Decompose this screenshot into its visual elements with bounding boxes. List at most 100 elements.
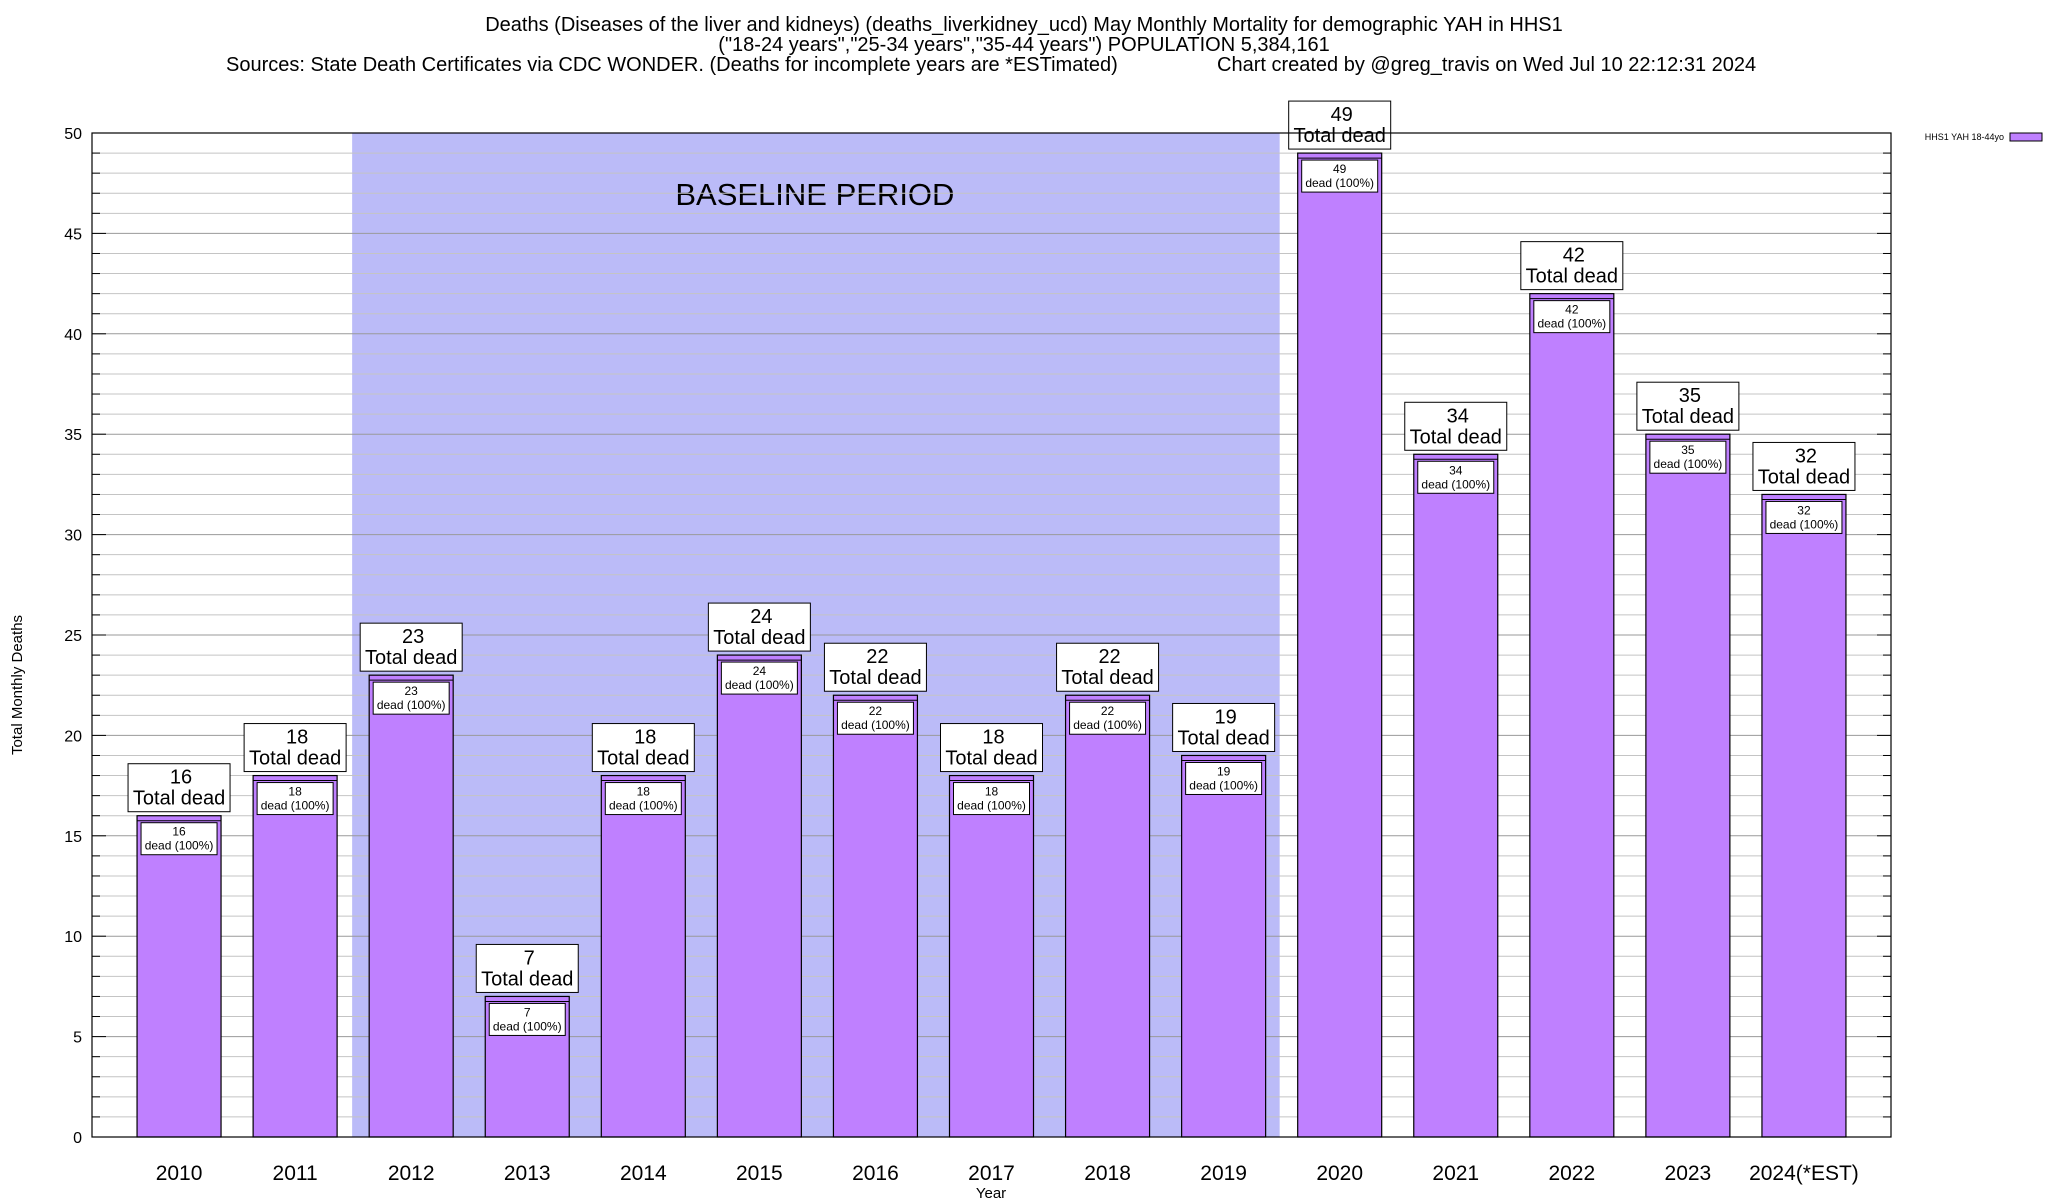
- bar-inner-percent: dead (100%): [1073, 718, 1142, 732]
- bar-inner-percent: dead (100%): [957, 799, 1026, 813]
- bar-inner-label-box: [256, 782, 334, 816]
- bar-inner-percent: dead (100%): [609, 799, 678, 813]
- y-axis-label: Total Monthly Deaths: [9, 615, 26, 755]
- bar: [1181, 754, 1267, 1138]
- bar-inner-label-box: [1301, 159, 1379, 193]
- x-tick-label: 2017: [968, 1162, 1015, 1185]
- bar: [716, 654, 802, 1138]
- bar-inner-percent: dead (100%): [841, 718, 910, 732]
- bar: [136, 815, 222, 1138]
- bar-total-label-box: [1636, 381, 1740, 431]
- x-tick-label: 2011: [273, 1162, 318, 1185]
- bar: [1413, 453, 1499, 1138]
- bar-total-value: 7: [524, 947, 535, 969]
- bar-inner-label-box: [604, 782, 682, 816]
- y-tick-label: 20: [64, 728, 82, 745]
- x-tick-label: 2023: [1665, 1162, 1712, 1185]
- chart-credit-note: Chart created by @greg_travis on Wed Jul…: [1217, 54, 1757, 76]
- bar-inner-value: 19: [1217, 764, 1231, 778]
- x-tick-label: 2013: [504, 1162, 551, 1185]
- bar-total-value: 34: [1447, 405, 1469, 427]
- x-tick-label: 2010: [156, 1162, 203, 1185]
- bar: [832, 694, 919, 1138]
- bar-inner-value: 22: [1101, 704, 1115, 718]
- bar-total-caption: Total dead: [365, 647, 457, 669]
- bar-total-caption: Total dead: [829, 667, 921, 689]
- bar-inner-value: 22: [869, 704, 883, 718]
- bar: [1645, 433, 1731, 1138]
- bar: [1064, 694, 1151, 1138]
- bar-inner-value: 32: [1797, 503, 1811, 517]
- bar-total-value: 18: [982, 727, 1004, 749]
- bar-total-label-box: [591, 723, 695, 773]
- bar-total-caption: Total dead: [481, 968, 573, 990]
- x-tick-label: 2012: [388, 1162, 435, 1185]
- bar: [600, 774, 686, 1138]
- x-tick-label: 2016: [852, 1162, 899, 1185]
- x-tick-label: 2015: [736, 1162, 783, 1185]
- y-tick-label: 10: [64, 929, 82, 946]
- bar-inner-label-box: [1649, 440, 1727, 474]
- bar-total-caption: Total dead: [249, 748, 341, 770]
- bar-total-label-box: [243, 723, 347, 773]
- bar-inner-value: 18: [985, 785, 999, 799]
- bar-inner-percent: dead (100%): [377, 698, 446, 712]
- legend-entry-label: HHS1 YAH 18-44yo: [1925, 132, 2004, 142]
- bar-inner-value: 49: [1333, 162, 1347, 176]
- bar-total-value: 42: [1563, 245, 1585, 267]
- bar-inner-label-box: [836, 701, 914, 735]
- bar-total-label-box: [1172, 702, 1276, 752]
- bar-total-label-box: [1520, 241, 1624, 291]
- bar-total-caption: Total dead: [1642, 406, 1734, 428]
- bar-total-caption: Total dead: [597, 748, 689, 770]
- bar-inner-percent: dead (100%): [725, 678, 794, 692]
- x-tick-label: 2018: [1084, 1162, 1131, 1185]
- x-axis: 2010 2011 2012 2013 2014 2015 2016 2017 2018 2019…: [156, 1162, 1859, 1200]
- y-tick-label: 50: [64, 126, 82, 143]
- bar-inner-label-box: [488, 1002, 566, 1036]
- x-axis-label: Year: [976, 1185, 1006, 1200]
- bar: [948, 774, 1035, 1138]
- bar-total-caption: Total dead: [713, 627, 805, 649]
- bar-inner-percent: dead (100%): [261, 799, 330, 813]
- bar-inner-label-box: [720, 661, 798, 695]
- bar-total-caption: Total dead: [1526, 266, 1618, 288]
- bar-inner-value: 34: [1449, 463, 1463, 477]
- bar: [252, 774, 338, 1138]
- y-tick-label: 40: [64, 327, 82, 344]
- x-tick-label: 2022: [1548, 1162, 1595, 1185]
- bar-inner-label-box: [1533, 300, 1611, 334]
- bar-inner-value: 7: [524, 1005, 531, 1019]
- bar-total-label-box: [1752, 441, 1856, 491]
- bar-total-label-box: [823, 642, 927, 692]
- bar-total-label-box: [359, 622, 463, 672]
- bar-inner-value: 35: [1681, 443, 1695, 457]
- bar-total-label-box: [707, 602, 811, 652]
- bar-total-value: 16: [170, 767, 192, 789]
- bar-inner-percent: dead (100%): [1770, 517, 1839, 531]
- bar: [1529, 293, 1615, 1138]
- bar-total-caption: Total dead: [1294, 125, 1386, 147]
- y-tick-label: 25: [64, 628, 82, 645]
- bar-total-caption: Total dead: [1758, 466, 1850, 488]
- bar-inner-percent: dead (100%): [1654, 457, 1723, 471]
- bar-inner-percent: dead (100%): [145, 839, 214, 853]
- bar-total-value: 18: [286, 727, 308, 749]
- bar: [1297, 152, 1383, 1138]
- bar-total-value: 32: [1795, 445, 1817, 467]
- bar-inner-value: 18: [288, 785, 302, 799]
- y-tick-label: 15: [64, 829, 82, 846]
- baseline-period-label: BASELINE PERIOD: [675, 177, 954, 212]
- y-tick-label: 5: [73, 1030, 82, 1047]
- x-tick-label: 2024(*EST): [1749, 1162, 1859, 1185]
- bar-total-caption: Total dead: [945, 748, 1037, 770]
- bar: [368, 674, 454, 1138]
